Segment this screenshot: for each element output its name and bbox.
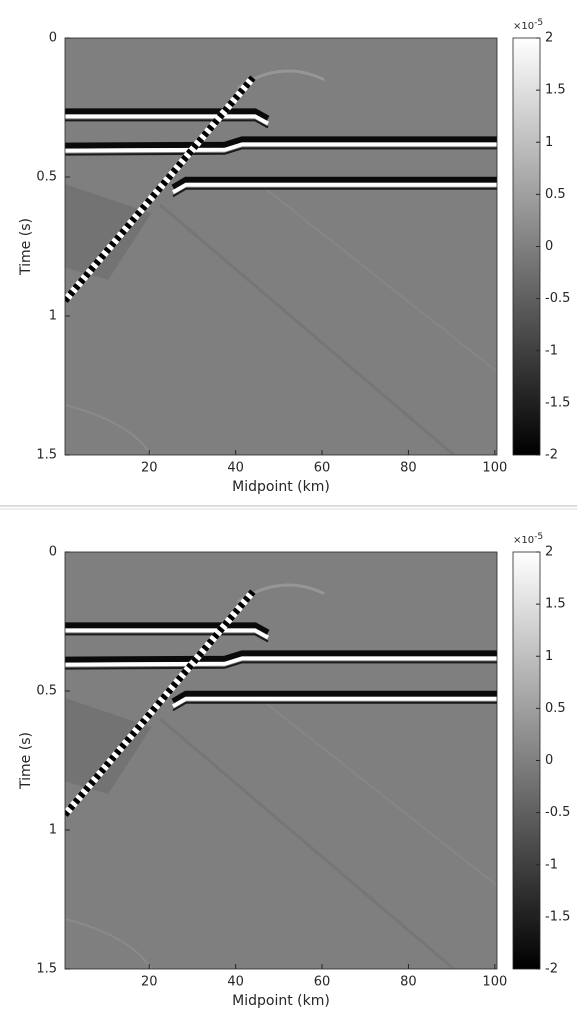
y-tick-label: 1 <box>49 823 57 838</box>
reflector-dark <box>65 633 269 643</box>
artifact <box>65 403 153 455</box>
x-tick-label: 40 <box>227 461 244 476</box>
colorbar-multiplier: ×10-5 <box>513 18 543 33</box>
reflector-light <box>65 114 269 126</box>
image-background <box>65 552 497 969</box>
colorbar-tick-label: -0.5 <box>545 291 570 306</box>
colorbar-tick-label: 0 <box>545 239 553 254</box>
colorbar-tick-label: 1 <box>545 649 553 664</box>
reflector-dark <box>171 176 497 190</box>
colorbar-tick-label: -1.5 <box>545 395 570 410</box>
colorbar-tick-label: 1.5 <box>545 83 566 98</box>
x-tick-label: 20 <box>141 975 158 990</box>
colorbar <box>512 37 541 456</box>
colorbar-tick-label: 0 <box>545 753 553 768</box>
y-axis-label: Time (s) <box>18 218 34 276</box>
image <box>65 69 497 455</box>
colorbar-tick-label: -1.5 <box>545 909 570 924</box>
image <box>65 583 497 969</box>
x-tick-label: 80 <box>400 975 417 990</box>
multiplier-base: ×10 <box>513 535 534 546</box>
x-tick-label: 100 <box>482 461 507 476</box>
multiplier-base: ×10 <box>513 21 534 32</box>
reflector-dark <box>172 187 497 198</box>
reflector-dark <box>65 136 497 149</box>
y-tick-label: 0 <box>49 545 57 560</box>
x-tick-label: 80 <box>400 461 417 476</box>
reflector-light <box>171 182 497 195</box>
colorbar-tick-label: -0.5 <box>545 805 570 820</box>
artifact <box>159 717 455 969</box>
y-axis-label: Time (s) <box>18 732 34 790</box>
y-tick-label: 0.5 <box>36 170 57 185</box>
reflector-dark <box>65 622 270 636</box>
reflector-light <box>65 628 269 640</box>
y-tick-label: 0 <box>49 31 57 46</box>
reflector-dark <box>171 690 497 704</box>
colorbar-tick-label: 2 <box>545 31 553 46</box>
colorbar-multiplier: ×10-5 <box>513 532 543 547</box>
y-tick-label: 0.5 <box>36 684 57 699</box>
colorbar-tick-label: -1 <box>545 857 558 872</box>
artifact <box>258 697 497 887</box>
x-tick-label: 60 <box>314 461 331 476</box>
colorbar-tick-label: -1 <box>545 343 558 358</box>
artifact <box>258 183 497 373</box>
reflector-light <box>65 656 497 667</box>
axes-frame <box>64 37 498 456</box>
colorbar-tick-label: 1 <box>545 135 553 150</box>
x-axis-label: Midpoint (km) <box>232 993 330 1009</box>
direct-wave <box>65 75 256 303</box>
image-background <box>65 38 497 455</box>
direct-wave <box>65 589 256 817</box>
x-tick-label: 20 <box>141 461 158 476</box>
colorbar <box>512 551 541 970</box>
y-tick-label: 1 <box>49 309 57 324</box>
artifact <box>65 917 153 969</box>
artifact <box>159 203 455 455</box>
x-tick-label: 40 <box>227 975 244 990</box>
reflector-light <box>171 696 497 709</box>
reflector-dark <box>65 119 269 129</box>
colorbar-tick-label: 0.5 <box>545 187 566 202</box>
colorbar-tick-label: 1.5 <box>545 597 566 612</box>
reflector-dark <box>65 661 497 670</box>
axes-frame <box>64 551 498 970</box>
colorbar-tick-label: -2 <box>545 962 558 977</box>
multiplier-exponent: -5 <box>534 18 543 28</box>
reflector-dark <box>65 147 497 156</box>
colorbar-tick-label: 2 <box>545 545 553 560</box>
x-axis-label: Midpoint (km) <box>232 479 330 495</box>
y-tick-label: 1.5 <box>36 962 57 977</box>
multiplier-exponent: -5 <box>534 532 543 542</box>
x-tick-label: 100 <box>482 975 507 990</box>
reflector-light <box>65 142 497 153</box>
colorbar-tick-label: -2 <box>545 448 558 463</box>
colorbar-tick-label: 0.5 <box>545 701 566 716</box>
artifact <box>65 697 152 794</box>
reflector-dark <box>65 108 270 122</box>
y-tick-label: 1.5 <box>36 448 57 463</box>
reflector-dark <box>172 701 497 712</box>
reflector-dark <box>65 650 497 663</box>
artifact <box>65 183 152 280</box>
x-tick-label: 60 <box>314 975 331 990</box>
